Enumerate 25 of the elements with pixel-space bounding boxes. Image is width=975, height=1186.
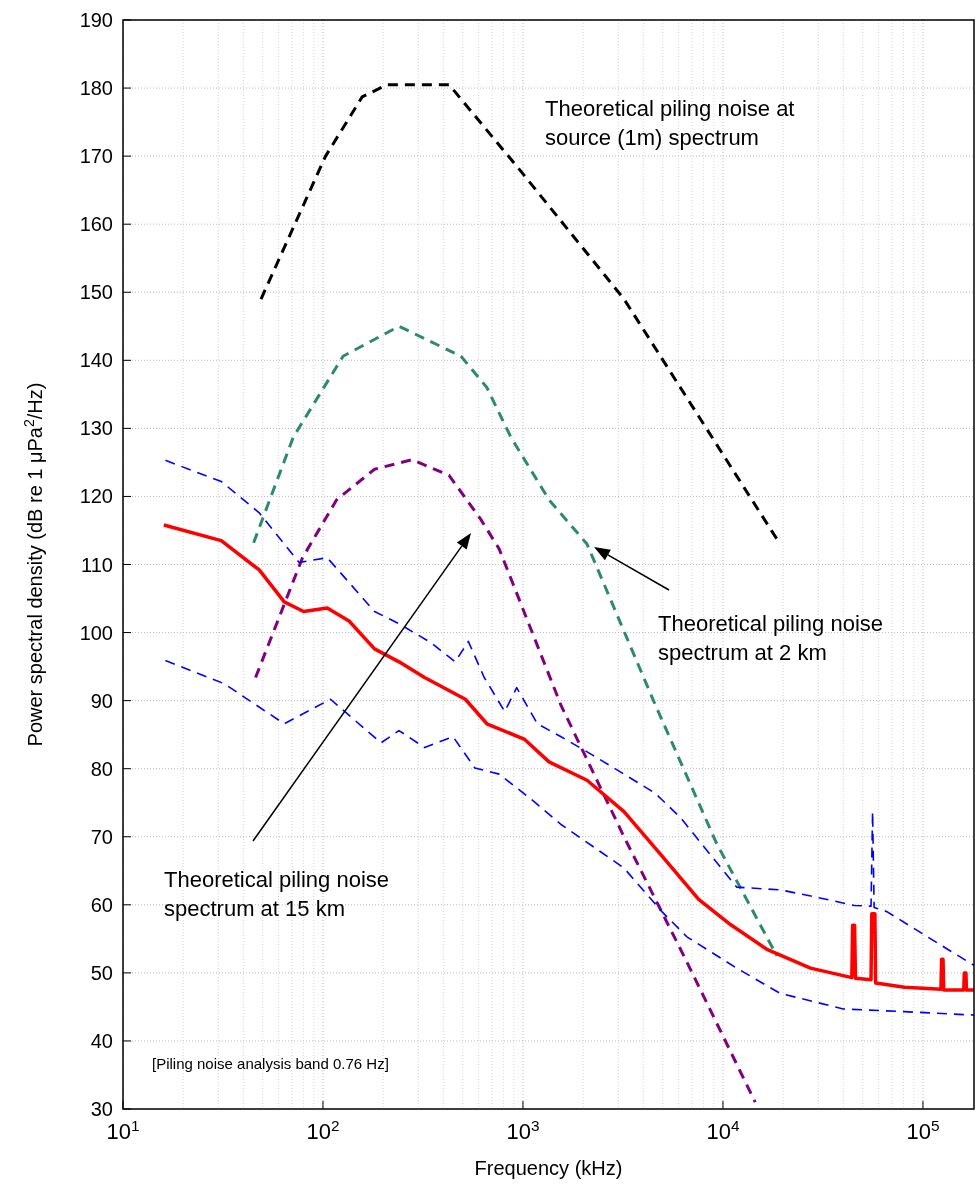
y-tick-label: 180: [79, 77, 113, 100]
y-tick-label: 160: [79, 213, 113, 236]
x-tick-label: 10$^{5}$: [906, 1116, 940, 1144]
y-tick-label: 80: [90, 757, 113, 780]
y-tick-label: 100: [79, 621, 113, 644]
y-tick-label: 50: [90, 961, 113, 984]
y-tick-label: 140: [79, 349, 113, 372]
annotation: Theoretical piling noise spectrum at 15 km: [164, 867, 390, 921]
x-tick-label: 10$^{3}$: [506, 1116, 540, 1144]
annotation: Theoretical piling noise spectrum at 2 km: [658, 611, 884, 665]
x-tick-label: 10$^{2}$: [306, 1116, 340, 1144]
y-tick-label: 40: [90, 1029, 113, 1052]
y-tick-label: 70: [90, 825, 113, 848]
annotation: [Piling noise analysis band 0.76 Hz]: [152, 1055, 389, 1072]
y-tick-label: 190: [79, 9, 113, 31]
y-tick-label: 60: [90, 893, 113, 916]
y-tick-label: 120: [79, 485, 113, 508]
y-tick-label: 170: [79, 145, 113, 168]
x-tick-label: 10$^{4}$: [706, 1116, 740, 1144]
y-tick-label: 130: [79, 417, 113, 440]
y-tick-label: 110: [81, 553, 113, 576]
y-tick-label: 150: [79, 281, 113, 304]
x-axis-title: Frequency (kHz): [474, 1157, 623, 1179]
annotation: Theoretical piling noise at source (1m) spectrum: [545, 96, 795, 150]
y-tick-label: 90: [90, 689, 113, 712]
